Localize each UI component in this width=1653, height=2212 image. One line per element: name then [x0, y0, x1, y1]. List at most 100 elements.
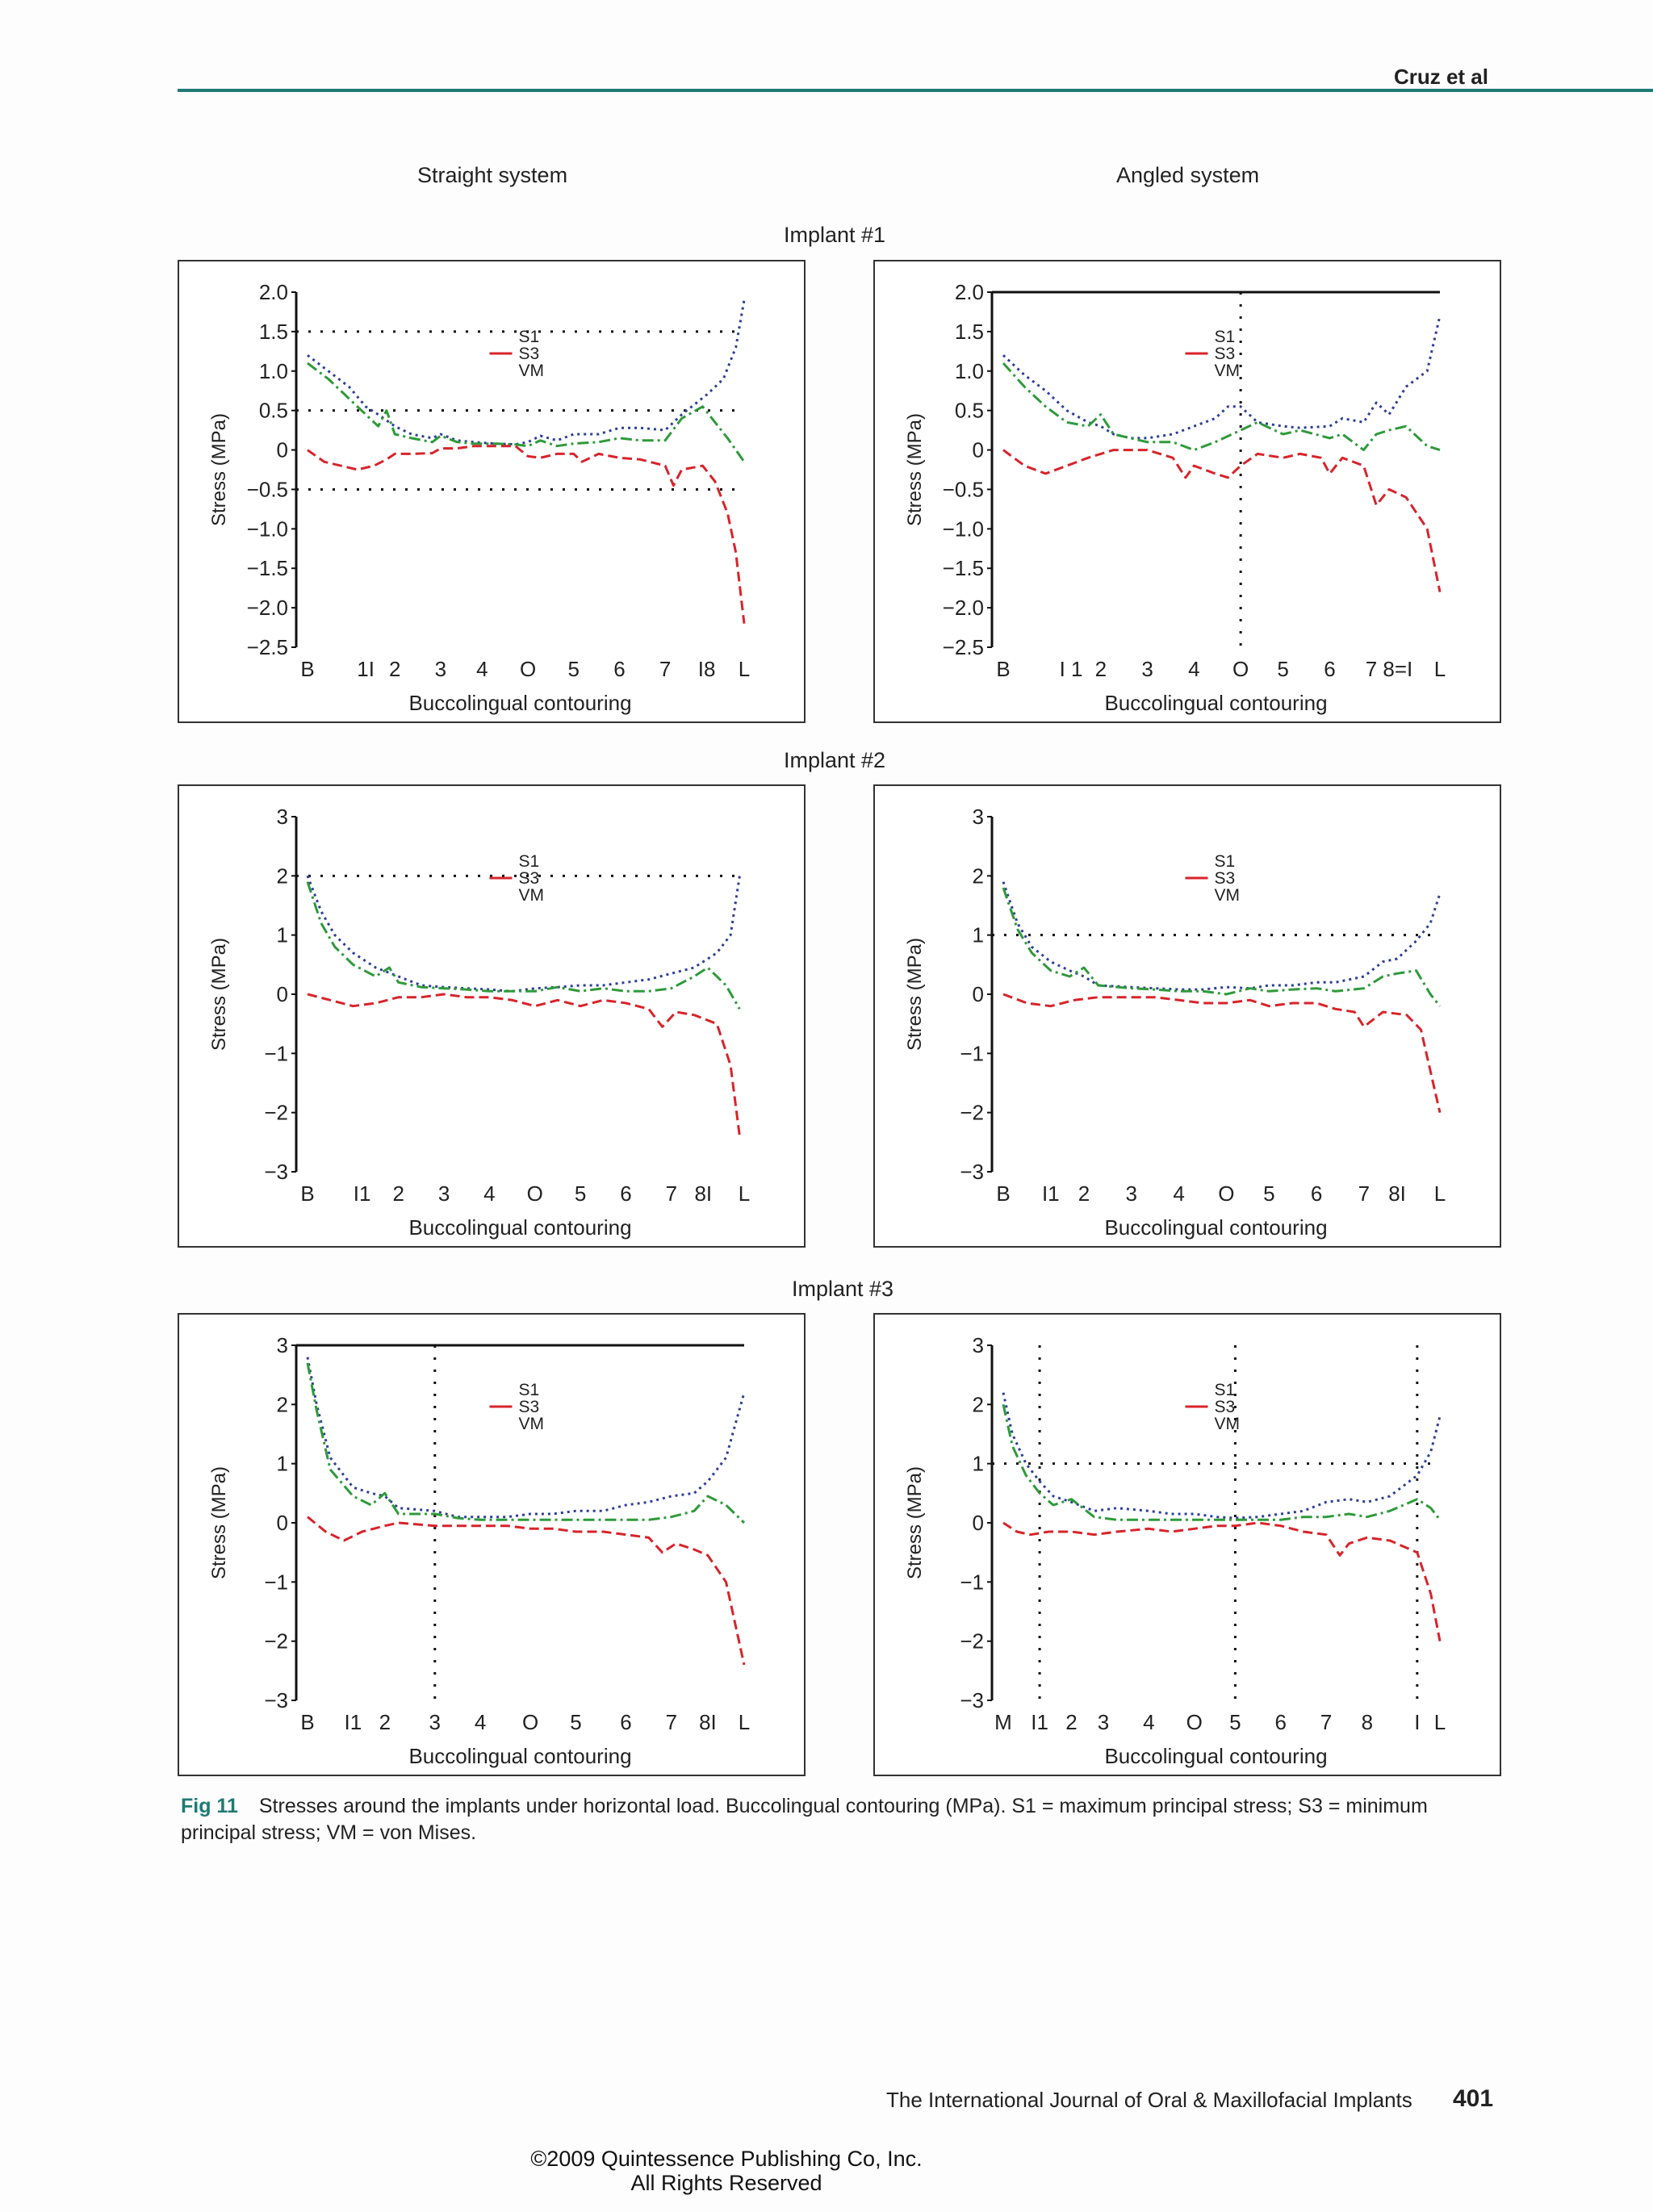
- chart-implant2-angled-legend-label-vm: VM: [1215, 886, 1241, 905]
- chart-implant3-straight-x-tick-label: I1: [345, 1710, 362, 1734]
- chart-implant2-straight-legend-label-s1: S1: [519, 852, 540, 871]
- header-rule: [178, 89, 1653, 92]
- chart-panel-implant1-straight: 2.0 1.5 1.0 0.5 0 −0.5 −1.0 −1.5 −2.0 −2.5 Stress …: [178, 260, 806, 723]
- chart-implant1-angled-x-tick-label: 7 8=I: [1366, 657, 1413, 681]
- chart-implant1-straight-x-tick-label: 5: [568, 657, 580, 681]
- chart-implant2-angled-x-tick-label: 3: [1126, 1181, 1137, 1206]
- chart-implant3-straight-series-s3: [307, 1516, 746, 1666]
- chart-implant1-angled-series-s1: [1002, 362, 1441, 452]
- chart-implant1-straight-y-tick-label: −2.5: [247, 635, 288, 659]
- chart-implant3-angled-x-tick-label: O: [1186, 1710, 1203, 1734]
- chart-implant1-straight: 2.0 1.5 1.0 0.5 0 −0.5 −1.0 −1.5 −2.0 −2.5 Stress …: [208, 280, 750, 715]
- chart-implant1-straight-x-tick-label: O: [520, 657, 536, 681]
- chart-implant1-angled-series-vm: [1002, 315, 1442, 440]
- chart-implant2-straight-x-tick-label: 4: [483, 1181, 495, 1206]
- chart-implant3-straight-x-axis-label: Buccolingual contouring: [408, 1744, 631, 1768]
- chart-implant1-straight-legend-label-s1: S1: [519, 328, 540, 346]
- chart-implant1-angled-x-tick-label: 3: [1141, 657, 1153, 681]
- chart-implant1-straight-y-tick-label: 0: [277, 438, 288, 462]
- chart-implant3-straight-x-tick-label: 4: [475, 1710, 486, 1734]
- chart-implant3-angled-x-tick-label: 3: [1098, 1710, 1109, 1734]
- chart-implant1-straight-x-tick-label: 6: [613, 657, 625, 681]
- chart-implant3-angled-y-tick-label: 0: [973, 1511, 984, 1535]
- chart-implant3-straight-x-tick-label: 5: [570, 1710, 581, 1734]
- chart-implant1-straight-x-tick-label: 4: [476, 657, 488, 681]
- copyright-line-2: All Rights Reserved: [630, 2171, 822, 2195]
- chart-panel-implant1-angled: 2.0 1.5 1.0 0.5 0 −0.5 −1.0 −1.5 −2.0 −2.5 Stress …: [873, 260, 1501, 723]
- column-title-straight: Straight system: [417, 163, 568, 187]
- chart-implant3-angled-y-tick-label: 2: [973, 1392, 984, 1416]
- chart-implant2-angled-y-tick-label: 3: [973, 805, 984, 829]
- chart-implant2-straight-x-tick-label: 7: [666, 1181, 677, 1206]
- figure-label: Fig 11: [181, 1795, 238, 1817]
- chart-implant2-straight-x-tick-label: 5: [575, 1181, 586, 1206]
- chart-implant1-angled-y-tick-label: −1.5: [943, 556, 984, 580]
- chart-implant2-straight-y-tick-label: 0: [277, 982, 288, 1006]
- chart-panel-implant2-straight: 3 2 1 0 −1 −2 −3 Stress (MPa) B I1 2 3 4 O 5 6 7 8I L Bucco…: [178, 784, 806, 1248]
- chart-implant1-angled-x-tick-label: 5: [1277, 657, 1288, 681]
- chart-implant2-angled: 3 2 1 0 −1 −2 −3 Stress (MPa) B I1 2 3 4 O 5 6 7 8I L Bucco…: [904, 805, 1446, 1240]
- chart-implant1-angled-y-tick-label: 0: [973, 438, 984, 462]
- chart-implant2-straight-x-axis-label: Buccolingual contouring: [408, 1215, 631, 1240]
- chart-implant3-angled-x-tick-label: M: [994, 1710, 1012, 1734]
- chart-implant2-straight-x-tick-label: 3: [438, 1181, 450, 1206]
- chart-implant1-straight-x-axis-label: Buccolingual contouring: [408, 691, 631, 715]
- chart-implant3-angled-x-tick-label: L: [1434, 1710, 1446, 1734]
- chart-implant1-straight-x-tick-label: 2: [389, 657, 400, 681]
- chart-implant2-angled-y-tick-label: −3: [960, 1160, 984, 1184]
- chart-implant2-angled-x-tick-label: 5: [1263, 1181, 1274, 1206]
- footer-page-number: 401: [1453, 2085, 1494, 2112]
- column-title-angled: Angled system: [1116, 163, 1260, 187]
- chart-implant3-straight-x-tick-label: L: [739, 1710, 750, 1734]
- figure-caption: Fig 11 Stresses around the implants under…: [181, 1793, 1504, 1846]
- chart-implant2-angled-x-tick-label: 8I: [1388, 1181, 1406, 1206]
- chart-implant1-angled-y-tick-label: −0.5: [943, 477, 984, 501]
- chart-implant1-straight-x-tick-label: 7: [659, 657, 671, 681]
- chart-implant1-straight-series-s3: [307, 445, 746, 624]
- chart-implant1-straight-y-axis-label: Stress (MPa): [208, 413, 230, 526]
- chart-panel-implant3-straight: 3 2 1 0 −1 −2 −3 Stress (MPa) B I1 2 3 4 O 5 6 7 8I L Bucco…: [178, 1313, 806, 1776]
- chart-implant1-angled-legend-label-vm: VM: [1215, 362, 1241, 380]
- chart-implant1-straight-x-tick-label: B: [300, 657, 314, 681]
- chart-implant1-straight-y-tick-label: 1.0: [259, 359, 288, 383]
- chart-implant1-angled-x-tick-label: I 1: [1060, 657, 1083, 681]
- chart-implant1-angled-y-tick-label: −1.0: [943, 516, 984, 541]
- chart-implant2-angled-x-tick-label: L: [1434, 1181, 1446, 1206]
- chart-implant1-straight-y-tick-label: −1.0: [247, 516, 288, 541]
- chart-implant1-angled-y-axis-label: Stress (MPa): [904, 413, 926, 526]
- chart-implant1-angled-x-tick-label: B: [996, 657, 1010, 681]
- chart-implant3-straight-x-tick-label: 3: [429, 1710, 441, 1734]
- chart-implant3-straight-y-tick-label: 3: [277, 1333, 288, 1357]
- row-title-implant-2: Implant #2: [783, 748, 886, 772]
- chart-implant2-angled-legend-label-s3: S3: [1215, 869, 1236, 888]
- chart-implant3-straight-y-tick-label: −1: [264, 1570, 288, 1594]
- chart-implant3-angled-y-tick-label: 3: [973, 1333, 984, 1357]
- chart-implant2-angled-y-tick-label: 1: [973, 923, 984, 947]
- chart-implant3-angled-x-tick-label: 5: [1229, 1710, 1241, 1734]
- chart-implant3-angled-x-tick-label: 4: [1143, 1710, 1154, 1734]
- chart-implant1-angled-x-axis-label: Buccolingual contouring: [1104, 691, 1327, 715]
- chart-implant3-straight-x-tick-label: O: [522, 1710, 538, 1734]
- chart-implant3-straight-x-tick-label: 6: [620, 1710, 631, 1734]
- chart-implant1-angled-x-tick-label: 4: [1188, 657, 1199, 681]
- chart-implant2-straight-y-tick-label: 1: [277, 923, 288, 947]
- chart-implant2-angled-series-s1: [1002, 887, 1442, 1007]
- chart-implant3-straight-legend-label-vm: VM: [519, 1415, 545, 1433]
- chart-implant1-angled-y-tick-label: −2.0: [943, 596, 984, 620]
- chart-implant3-angled-legend-label-s3: S3: [1215, 1398, 1236, 1416]
- chart-panel-implant3-angled: 3 2 1 0 −1 −2 −3 Stress (MPa) M I1 2 3 4 O 5 6 7 8 I L Bucco…: [873, 1313, 1501, 1776]
- chart-implant1-angled-y-tick-label: 0.5: [955, 399, 984, 423]
- chart-implant3-angled-x-tick-label: 8: [1362, 1710, 1373, 1734]
- chart-implant2-angled-series-s3: [1002, 993, 1442, 1114]
- chart-implant1-straight-x-tick-label: I8: [698, 657, 716, 681]
- chart-implant1-straight-x-tick-label: 1I: [357, 657, 375, 681]
- chart-implant1-straight-y-tick-label: −2.0: [247, 596, 288, 620]
- running-head: Cruz et al: [1393, 65, 1488, 89]
- chart-implant3-straight-y-tick-label: 0: [277, 1511, 288, 1535]
- chart-implant1-straight-x-tick-label: L: [739, 657, 750, 681]
- chart-implant1-straight-y-tick-label: −1.5: [247, 556, 288, 580]
- chart-implant2-straight-y-axis-label: Stress (MPa): [208, 938, 230, 1051]
- chart-implant3-angled-series-s3: [1002, 1521, 1442, 1641]
- chart-implant1-angled-legend-label-s1: S1: [1215, 328, 1236, 346]
